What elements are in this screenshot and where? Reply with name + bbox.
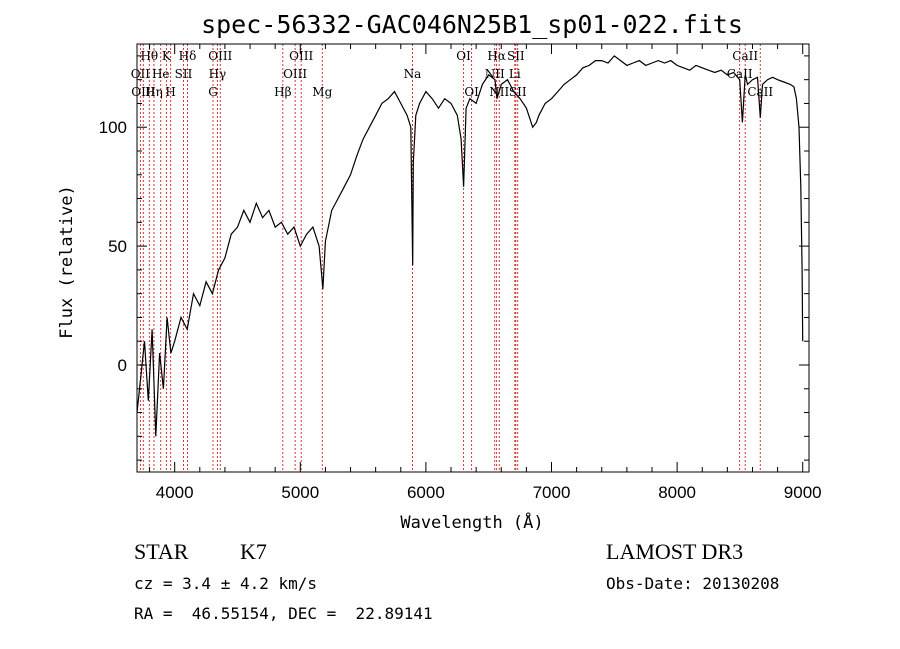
line-marker-label-4: He xyxy=(152,67,170,81)
sky-coordinates: RA = 46.55154, DEC = 22.89141 xyxy=(134,604,433,623)
object-class: STAR xyxy=(134,539,189,564)
x-tick-label-1: 5000 xyxy=(281,483,319,502)
line-marker-label-5: Hη xyxy=(145,85,163,99)
line-marker-label-15: Mg xyxy=(312,85,332,99)
line-marker-label-17: OI xyxy=(456,49,471,63)
y-axis-ticks: 0 50 100 xyxy=(99,55,809,461)
x-tick-label-5: 9000 xyxy=(784,483,822,502)
x-axis-label: Wavelength (Å) xyxy=(400,511,543,533)
line-marker-label-23: Li xyxy=(509,67,521,81)
x-tick-label-4: 8000 xyxy=(658,483,696,502)
x-axis-ticks: 4000 5000 6000 7000 8000 9000 xyxy=(149,44,822,502)
line-marker-label-10: Hγ xyxy=(209,67,227,81)
line-marker-label-19: Hα xyxy=(487,49,506,63)
chart-title: spec-56332-GAC046N25B1_sp01-022.fits xyxy=(201,10,743,39)
line-marker-label-20: NII xyxy=(485,67,505,81)
line-marker-label-6: Hδ xyxy=(179,49,197,63)
line-markers xyxy=(139,44,761,472)
line-marker-label-14: Hβ xyxy=(274,85,291,99)
y-tick-label-1: 50 xyxy=(108,237,127,256)
x-tick-label-0: 4000 xyxy=(156,483,194,502)
line-marker-label-8: H xyxy=(165,85,175,99)
line-marker-label-16: Na xyxy=(404,67,422,81)
plot-frame xyxy=(136,43,810,473)
redshift-velocity: cz = 3.4 ± 4.2 km/s xyxy=(134,574,318,593)
line-marker-label-7: SII xyxy=(175,67,193,81)
line-marker-label-0: Hθ xyxy=(140,49,158,63)
object-subclass: K7 xyxy=(240,539,267,564)
observation-date: Obs-Date: 20130208 xyxy=(606,574,780,593)
line-marker-label-3: K xyxy=(162,49,172,63)
line-marker-label-18: OI xyxy=(464,85,479,99)
y-tick-label-0: 0 xyxy=(118,356,127,375)
line-marker-label-9: OIII xyxy=(208,49,232,63)
line-marker-label-22: SII xyxy=(507,49,525,63)
line-marker-label-13: OIII xyxy=(283,67,307,81)
line-marker-label-1: OII xyxy=(131,67,151,81)
x-tick-label-2: 6000 xyxy=(407,483,445,502)
line-marker-label-12: OIII xyxy=(289,49,313,63)
line-marker-label-11: G xyxy=(208,85,218,99)
line-marker-label-27: CaII xyxy=(747,85,773,99)
line-marker-label-24: SII xyxy=(509,85,527,99)
y-tick-label-2: 100 xyxy=(99,118,127,137)
flux-series-line xyxy=(136,55,804,437)
line-marker-label-25: CaII xyxy=(732,49,758,63)
survey-name: LAMOST DR3 xyxy=(606,539,744,564)
x-tick-label-3: 7000 xyxy=(533,483,571,502)
y-axis-label: Flux (relative) xyxy=(57,185,77,339)
